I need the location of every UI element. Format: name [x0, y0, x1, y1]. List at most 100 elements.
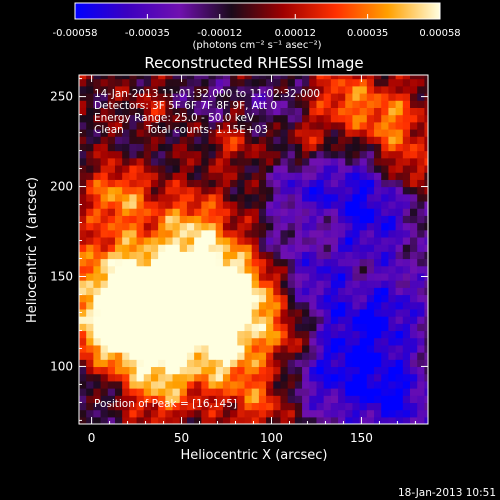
heatmap-cell: [100, 352, 109, 360]
heatmap-cell: [79, 388, 87, 396]
heatmap-cell: [215, 301, 224, 310]
heatmap-cell: [273, 308, 282, 317]
heatmap-cell: [215, 107, 224, 116]
heatmap-cell: [374, 75, 382, 80]
heatmap-cell: [122, 287, 130, 296]
heatmap-cell: [215, 395, 224, 404]
heatmap-cell: [345, 258, 354, 267]
heatmap-cell: [352, 416, 361, 424]
heatmap-cell: [280, 395, 289, 404]
heatmap-cell: [359, 258, 368, 267]
heatmap-cell: [251, 85, 260, 94]
heatmap-cell: [417, 236, 426, 245]
heatmap-cell: [273, 179, 282, 188]
heatmap-cell: [100, 114, 109, 123]
heatmap-cell: [237, 128, 246, 137]
heatmap-cell: [165, 373, 174, 382]
heatmap-cell: [309, 78, 318, 87]
heatmap-cell: [287, 251, 296, 260]
heatmap-cell: [179, 337, 188, 346]
annotation-counts: Total counts: 1.15E+03: [145, 124, 268, 136]
heatmap-cell: [417, 208, 426, 216]
heatmap-cell: [374, 294, 382, 303]
heatmap-cell: [129, 308, 138, 317]
heatmap-cell: [388, 294, 397, 303]
heatmap-cell: [273, 380, 282, 389]
heatmap-cell: [143, 337, 152, 346]
heatmap-cell: [388, 143, 397, 152]
heatmap-cell: [129, 114, 138, 123]
heatmap-cell: [330, 280, 339, 288]
heatmap-cell: [244, 157, 253, 166]
heatmap-cell: [244, 164, 253, 173]
heatmap-cell: [417, 85, 426, 94]
heatmap-cell: [158, 208, 166, 216]
heatmap-cell: [129, 121, 138, 130]
heatmap-cell: [345, 352, 354, 360]
heatmap-cell: [114, 200, 123, 209]
heatmap-cell: [395, 344, 404, 353]
colorbar-tick-label: -0.00035: [125, 28, 170, 39]
heatmap-cell: [172, 121, 181, 130]
heatmap-cell: [266, 395, 274, 404]
heatmap-cell: [172, 200, 181, 209]
heatmap-cell: [222, 172, 231, 180]
heatmap-cell: [136, 172, 145, 180]
heatmap-cell: [359, 92, 368, 101]
heatmap-cell: [158, 280, 166, 288]
heatmap-cell: [230, 229, 238, 238]
heatmap-cell: [244, 150, 253, 159]
heatmap-cell: [158, 416, 166, 424]
heatmap-cell: [194, 416, 202, 424]
heatmap-cell: [345, 366, 354, 375]
heatmap-cell: [230, 366, 238, 375]
heatmap-cell: [208, 395, 217, 404]
heatmap-cell: [93, 75, 102, 80]
heatmap-cell: [136, 200, 145, 209]
heatmap-cell: [338, 222, 346, 231]
heatmap-cell: [287, 265, 296, 274]
heatmap-cell: [287, 323, 296, 332]
heatmap-cell: [410, 344, 418, 353]
heatmap-cell: [79, 150, 87, 159]
heatmap-cell: [107, 244, 116, 252]
heatmap-cell: [316, 121, 325, 130]
heatmap-cell: [201, 294, 210, 303]
heatmap-cell: [186, 409, 195, 418]
heatmap-cell: [136, 416, 145, 424]
heatmap-cell: [388, 157, 397, 166]
heatmap-cell: [208, 388, 217, 396]
heatmap-cell: [338, 409, 346, 418]
heatmap-cell: [294, 316, 303, 324]
heatmap-cell: [172, 402, 181, 411]
heatmap-cell: [165, 395, 174, 404]
heatmap-cell: [230, 416, 238, 424]
heatmap-cell: [93, 179, 102, 188]
heatmap-cell: [381, 222, 390, 231]
heatmap-cell: [150, 294, 159, 303]
heatmap-cell: [186, 114, 195, 123]
heatmap-cell: [273, 359, 282, 368]
heatmap-cell: [107, 301, 116, 310]
heatmap-cell: [330, 258, 339, 267]
heatmap-cell: [345, 280, 354, 288]
heatmap-cell: [122, 186, 130, 195]
heatmap-cell: [93, 416, 102, 424]
heatmap-cell: [402, 301, 411, 310]
heatmap-cell: [165, 359, 174, 368]
colorbar-tick-label: 0.00035: [347, 28, 388, 39]
heatmap-cell: [222, 301, 231, 310]
heatmap-cell: [237, 222, 246, 231]
heatmap-cell: [79, 258, 87, 267]
heatmap-cell: [402, 373, 411, 382]
heatmap-cell: [280, 323, 289, 332]
heatmap-cell: [244, 244, 253, 252]
heatmap-cell: [107, 258, 116, 267]
heatmap-cell: [215, 75, 224, 80]
heatmap-cell: [150, 136, 159, 144]
heatmap-cell: [338, 380, 346, 389]
heatmap-cell: [143, 272, 152, 281]
heatmap-cell: [114, 395, 123, 404]
heatmap-cell: [86, 301, 94, 310]
heatmap-cell: [79, 316, 87, 324]
